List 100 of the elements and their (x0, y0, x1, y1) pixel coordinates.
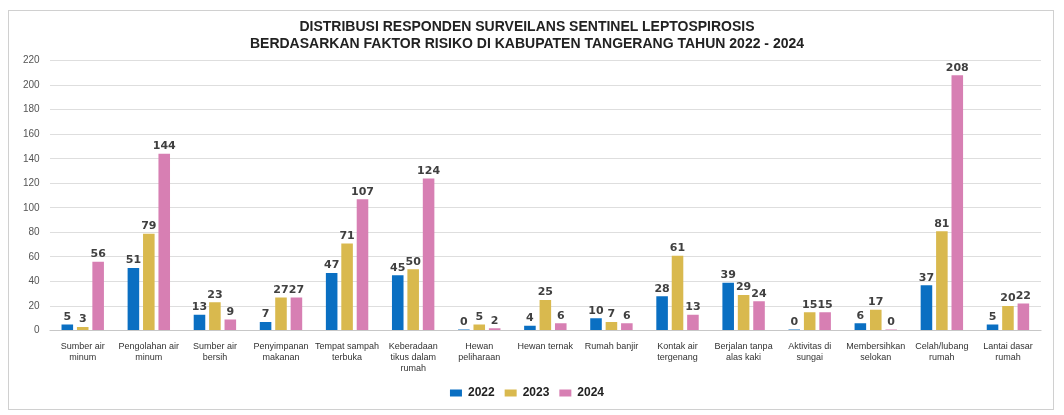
x-tick-label: Lantai dasar rumah (983, 341, 1033, 363)
x-tick-label: Celah/lubang rumah (915, 341, 969, 363)
x-tick-label: Sumber air minum (60, 341, 105, 363)
data-label: 24 (751, 286, 768, 300)
y-tick-label: 60 (28, 250, 41, 262)
data-label: 37 (918, 270, 935, 284)
bar (341, 243, 353, 331)
bar (920, 285, 933, 331)
x-tick-label: Membersihkan selokan (846, 341, 906, 363)
data-label: 6 (856, 308, 865, 322)
data-label: 208 (945, 60, 969, 74)
x-tick-label: Keberadaan tikus dalam rumah (388, 341, 438, 374)
bar (936, 231, 948, 331)
data-label: 27 (273, 282, 289, 296)
y-tick-label: 80 (28, 226, 41, 238)
data-label: 0 (887, 314, 896, 328)
bar (554, 323, 567, 331)
data-label: 9 (226, 304, 235, 318)
bar (259, 322, 272, 331)
data-label: 71 (339, 228, 355, 242)
bar (158, 153, 171, 331)
bar (671, 255, 684, 331)
bar (951, 75, 964, 331)
data-label: 56 (90, 247, 107, 261)
y-tick-label: 100 (23, 201, 41, 213)
x-tick-label: Sumber air bersih (192, 341, 237, 363)
bar (656, 296, 668, 331)
bar (407, 269, 419, 331)
bar (722, 282, 734, 331)
bar (290, 297, 303, 331)
y-tick-label: 40 (28, 275, 41, 287)
data-label: 45 (390, 260, 406, 274)
y-tick-label: 120 (23, 177, 41, 189)
bar (1017, 303, 1030, 331)
bar (737, 295, 750, 331)
data-label: 7 (607, 307, 616, 321)
x-tick-label: Hewan ternak (517, 341, 574, 352)
bar (1002, 306, 1014, 331)
y-tick-label: 160 (23, 127, 41, 139)
x-tick-label: Pengolahan air minum (118, 341, 180, 363)
data-label: 6 (623, 308, 632, 322)
y-tick-label: 20 (28, 299, 41, 311)
bar (803, 312, 816, 331)
data-label: 23 (207, 287, 223, 301)
data-label: 5 (475, 309, 484, 323)
bar (621, 323, 633, 331)
data-label: 25 (537, 285, 553, 299)
data-label: 81 (934, 216, 950, 230)
data-label: 27 (288, 282, 305, 296)
bar (605, 322, 618, 331)
text: BERDASARKAN FAKTOR RISIKO DI KABUPATEN TANGERANG TAHUN 2022 - 2024 (249, 35, 805, 52)
data-label: 39 (720, 268, 736, 282)
x-tick-label: Tempat sampah terbuka (315, 341, 380, 363)
bar (92, 261, 104, 331)
data-label: 6 (556, 308, 565, 322)
data-label: 124 (417, 163, 441, 177)
data-label: 28 (654, 281, 670, 295)
data-label: 3 (78, 312, 87, 326)
data-label: 0 (790, 314, 799, 328)
data-label: 22 (1015, 288, 1032, 302)
bar (986, 324, 999, 331)
data-label: 29 (735, 280, 752, 294)
legend-label: 2022 (467, 385, 495, 400)
x-tick-label: Hewan peliharaan (458, 341, 501, 363)
bar (325, 272, 338, 331)
bar (870, 309, 882, 331)
bar (275, 297, 287, 331)
bar (193, 314, 206, 331)
data-label: 2 (490, 313, 499, 327)
x-tick-label: Kontak air tergenang (657, 341, 698, 363)
y-tick-label: 0 (34, 324, 41, 336)
legend-label: 2024 (577, 385, 605, 400)
data-label: 13 (685, 300, 701, 313)
bar (753, 301, 765, 331)
bar (356, 199, 369, 331)
data-label: 0 (460, 314, 469, 328)
bar (209, 302, 221, 331)
data-label: 107 (351, 184, 374, 198)
y-tick-label: 220 (23, 54, 41, 66)
data-label: 144 (152, 139, 177, 153)
y-tick-label: 180 (23, 103, 41, 115)
y-tick-label: 200 (23, 78, 41, 90)
data-label: 5 (63, 309, 72, 323)
data-label: 7 (261, 307, 270, 321)
bar (473, 324, 486, 331)
data-label: 17 (868, 295, 884, 309)
bar (61, 324, 74, 331)
data-label: 13 (191, 300, 208, 313)
data-label: 5 (988, 309, 997, 323)
x-tick-label: Aktivitas di sungai (788, 341, 832, 363)
bar (539, 299, 552, 331)
x-tick-label: Rumah banjir (584, 341, 639, 352)
x-tick-label: Penyimpanan makanan (253, 341, 309, 363)
bar (127, 268, 140, 331)
legend-label: 2023 (522, 385, 550, 400)
bar (590, 318, 602, 331)
data-label: 15 (802, 297, 818, 311)
bar (687, 314, 699, 331)
bar (391, 275, 404, 331)
data-label: 10 (588, 303, 605, 317)
